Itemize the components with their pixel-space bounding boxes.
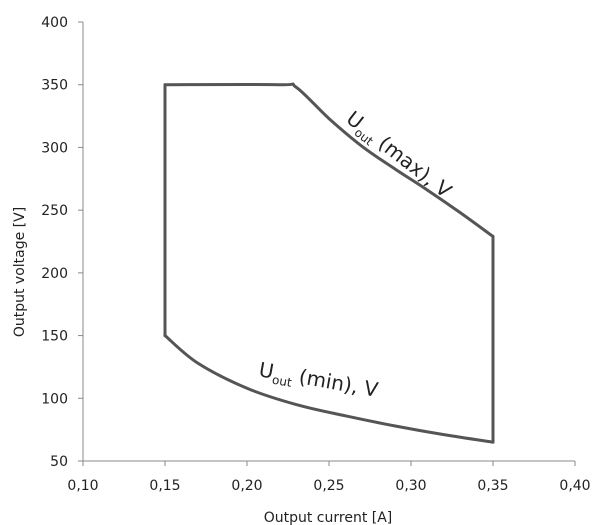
series-line-max (163, 82, 495, 238)
annotation-max-rest: (max), V (369, 127, 456, 203)
x-tick-label: 0,30 (395, 478, 426, 494)
x-tick-label: 0,40 (559, 478, 590, 494)
y-tick-label: 250 (41, 203, 68, 219)
y-tick-label: 150 (41, 329, 68, 345)
annotation-min-sub: out (271, 373, 293, 390)
x-tick-label: 0,15 (149, 478, 180, 494)
series-lines (163, 82, 495, 444)
y-tick-label: 300 (41, 140, 68, 156)
y-tick-label: 100 (41, 391, 68, 407)
y-tick-label: 200 (41, 266, 68, 282)
annotation-min-rest: (min), V (291, 363, 380, 402)
y-axis-label: Output voltage [V] (12, 207, 28, 337)
x-tick-label: 0,20 (231, 478, 262, 494)
y-tick-label: 400 (41, 15, 68, 31)
y-tick-label: 350 (41, 78, 68, 94)
annotation-min-main: U (257, 357, 276, 383)
x-tick-label: 0,25 (313, 478, 344, 494)
tick-labels: 50 100 150 200 250 300 350 400 0,10 0,15 0,20 0,25 0… (41, 15, 590, 494)
x-axis-label: Output current [A] (264, 510, 393, 525)
axes (78, 21, 576, 466)
x-tick-label: 0,10 (67, 478, 98, 494)
series-line-min (163, 334, 495, 444)
y-tick-label: 50 (50, 454, 68, 470)
annotation-max: Uout (max), V (340, 106, 456, 205)
x-tick-label: 0,35 (477, 478, 508, 494)
